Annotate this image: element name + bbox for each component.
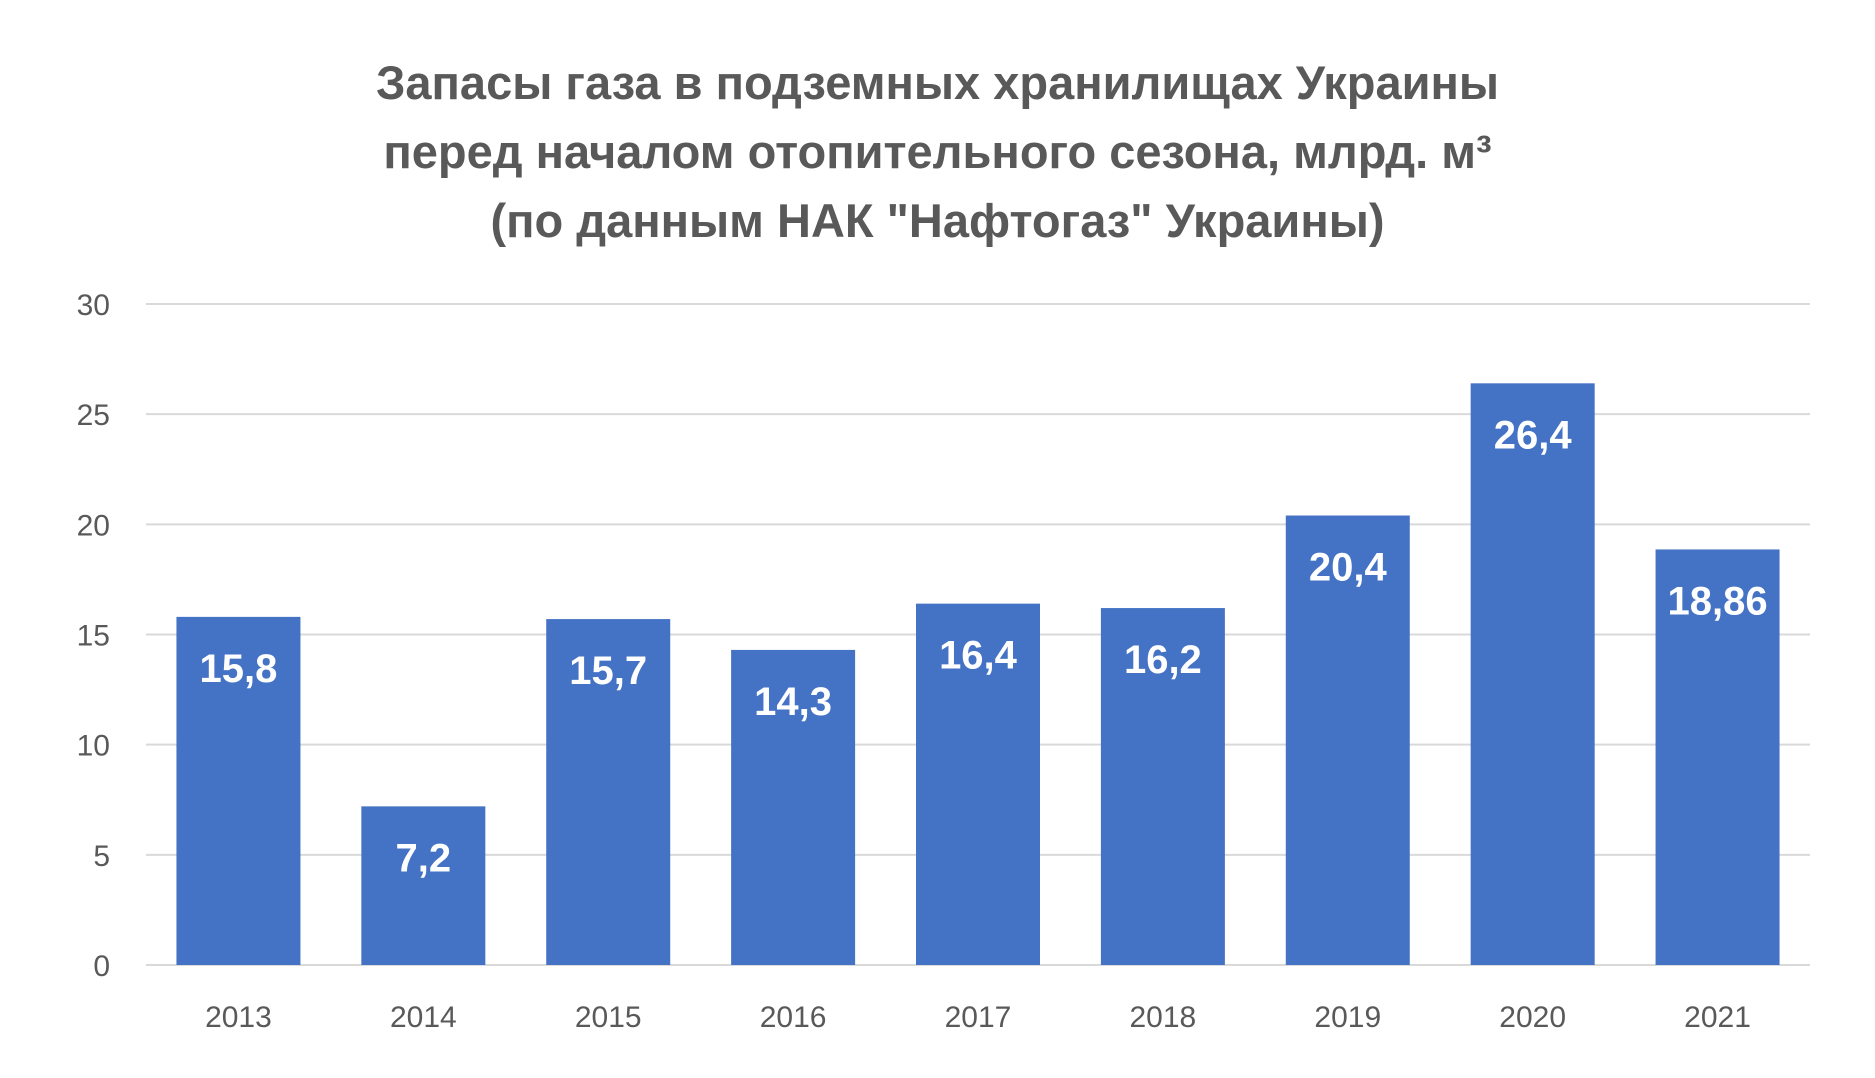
x-tick-label: 2018 <box>1130 1001 1197 1034</box>
bar <box>361 806 486 965</box>
bar <box>916 603 1040 965</box>
x-tick-label: 2019 <box>1314 1001 1381 1034</box>
x-tick-label: 2020 <box>1499 1001 1566 1034</box>
y-tick-label: 0 <box>93 950 110 983</box>
data-label: 7,2 <box>396 836 452 880</box>
x-tick-label: 2015 <box>575 1001 642 1034</box>
data-label: 15,8 <box>200 647 278 691</box>
y-tick-label: 5 <box>93 840 110 873</box>
data-label: 26,4 <box>1494 413 1573 457</box>
chart-title-line-2: перед началом отопительного сезона, млрд… <box>383 125 1492 178</box>
y-tick-label: 25 <box>77 399 110 432</box>
bar <box>1655 549 1780 965</box>
data-label: 15,7 <box>569 649 647 693</box>
data-label: 16,4 <box>939 634 1018 678</box>
bars: 15,8 7,2 15,7 14,3 16,4 16,2 20,4 26,4 18,86 <box>176 383 1780 965</box>
chart-title-line-3: (по данным НАК "Нафтогаз" Украины) <box>490 194 1385 247</box>
bar <box>1285 515 1410 965</box>
chart-title-line-1: Запасы газа в подземных хранилищах Украи… <box>375 56 1500 109</box>
bar <box>176 616 301 965</box>
bar <box>546 619 671 965</box>
bar <box>1100 608 1225 965</box>
data-label: 18,86 <box>1668 579 1768 623</box>
y-tick-label: 30 <box>77 289 110 322</box>
chart-title: Запасы газа в подземных хранилищах Украи… <box>0 48 1875 255</box>
x-tick-label: 2021 <box>1684 1001 1751 1034</box>
x-axis-ticks: 2013 2014 2015 2016 2017 2018 2019 2020 2021 <box>205 1001 1751 1034</box>
y-axis-ticks: 0 5 10 15 20 25 30 <box>77 289 110 983</box>
bar <box>1470 383 1595 965</box>
x-tick-label: 2014 <box>390 1001 457 1034</box>
data-label: 16,2 <box>1124 638 1202 682</box>
data-label: 14,3 <box>754 680 832 724</box>
x-tick-label: 2017 <box>945 1001 1012 1034</box>
x-tick-label: 2013 <box>205 1001 272 1034</box>
x-tick-label: 2016 <box>760 1001 827 1034</box>
y-tick-label: 10 <box>77 730 110 763</box>
data-label: 20,4 <box>1309 546 1388 590</box>
y-tick-label: 15 <box>77 620 110 653</box>
bar <box>731 649 856 965</box>
y-tick-label: 20 <box>77 509 110 542</box>
